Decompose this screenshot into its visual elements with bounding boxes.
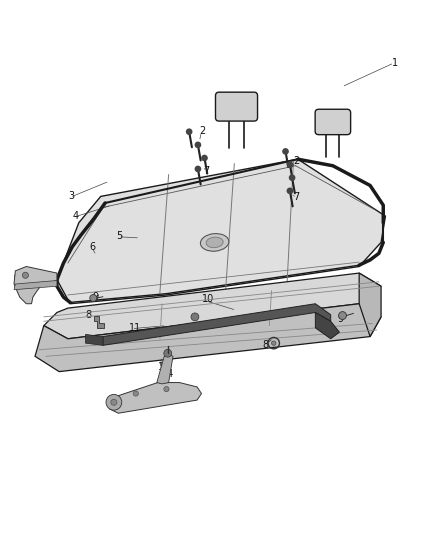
Ellipse shape [206, 237, 223, 248]
Text: 3: 3 [68, 191, 74, 201]
Circle shape [287, 188, 293, 193]
Circle shape [283, 149, 288, 154]
Circle shape [90, 295, 97, 302]
Circle shape [187, 129, 192, 134]
Circle shape [290, 175, 295, 180]
Text: 6: 6 [90, 242, 96, 252]
Text: 12: 12 [13, 274, 25, 285]
Circle shape [164, 349, 172, 357]
Circle shape [195, 142, 201, 148]
Text: 11: 11 [129, 323, 141, 333]
FancyBboxPatch shape [315, 109, 350, 135]
Text: 7: 7 [204, 166, 210, 176]
Polygon shape [44, 273, 381, 339]
Ellipse shape [201, 233, 229, 251]
Polygon shape [359, 273, 381, 336]
Text: 5: 5 [116, 231, 122, 241]
Circle shape [106, 394, 122, 410]
Polygon shape [35, 304, 381, 372]
Polygon shape [315, 312, 339, 339]
Text: 9: 9 [337, 314, 343, 324]
Polygon shape [85, 334, 103, 345]
Circle shape [287, 162, 293, 167]
Text: 9: 9 [92, 292, 98, 302]
FancyBboxPatch shape [215, 92, 258, 121]
Circle shape [339, 312, 346, 319]
Circle shape [22, 272, 28, 278]
Text: 2: 2 [199, 126, 205, 136]
Polygon shape [103, 304, 331, 345]
Circle shape [272, 341, 276, 345]
Polygon shape [94, 316, 104, 328]
Text: 7: 7 [293, 192, 300, 203]
Circle shape [202, 155, 207, 160]
Text: 1: 1 [392, 58, 398, 68]
Circle shape [133, 391, 138, 396]
Text: 2: 2 [293, 156, 300, 166]
Polygon shape [14, 266, 57, 304]
Text: 10: 10 [201, 294, 214, 304]
Text: 8: 8 [263, 341, 269, 350]
Text: 12: 12 [158, 362, 170, 372]
Text: 8: 8 [85, 310, 92, 320]
Circle shape [191, 313, 199, 321]
Polygon shape [57, 159, 385, 304]
Circle shape [111, 399, 117, 405]
Circle shape [195, 166, 201, 172]
Polygon shape [14, 280, 57, 290]
Text: 14: 14 [162, 369, 174, 379]
Polygon shape [107, 383, 201, 413]
Text: 4: 4 [72, 211, 78, 221]
Polygon shape [157, 354, 173, 384]
Circle shape [164, 386, 169, 392]
Text: 15: 15 [127, 399, 139, 409]
